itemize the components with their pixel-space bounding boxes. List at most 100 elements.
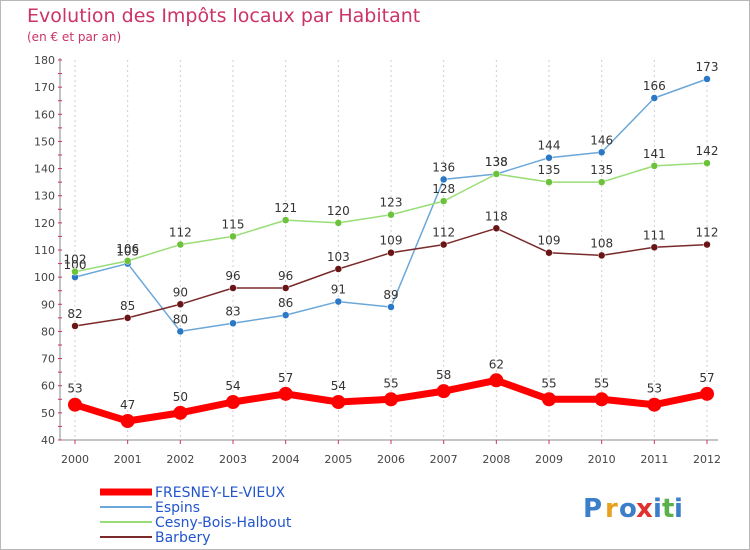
data-label: 55	[383, 376, 398, 390]
data-label: 121	[274, 201, 297, 215]
data-label: 128	[432, 182, 455, 196]
data-point	[439, 197, 448, 205]
data-point	[334, 265, 343, 273]
data-label: 62	[489, 357, 504, 371]
x-tick-label: 2003	[219, 453, 247, 466]
data-point	[647, 397, 662, 412]
data-point	[334, 219, 343, 227]
data-label: 89	[383, 288, 398, 302]
data-point	[281, 216, 290, 224]
legend-label: Barbery	[155, 530, 210, 546]
y-tick-label: 100	[34, 271, 55, 284]
data-label: 120	[327, 204, 350, 218]
logo-letter: P	[583, 494, 602, 524]
data-label: 123	[380, 196, 403, 210]
data-label: 80	[173, 312, 188, 326]
data-label: 54	[225, 379, 240, 393]
data-point	[123, 257, 132, 265]
data-label: 112	[696, 226, 719, 240]
data-point	[384, 392, 398, 407]
axes: 40 50 60 70 80 90 100 110 120 130 140 150 160 170 180 2…	[34, 54, 721, 466]
data-label: 138	[485, 155, 508, 169]
data-point	[176, 300, 185, 309]
data-point	[650, 243, 659, 252]
chart-subtitle: (en € et par an)	[27, 30, 122, 44]
data-point	[597, 251, 606, 260]
data-point	[542, 392, 556, 407]
legend-label: FRESNEY-LE-VIEUX	[155, 485, 285, 501]
data-point	[489, 373, 504, 388]
data-point	[334, 297, 343, 306]
x-tick-label: 2006	[377, 453, 405, 466]
x-tick-label: 2002	[166, 453, 194, 466]
y-tick-label: 180	[34, 54, 55, 67]
logo-letter: t	[662, 494, 674, 524]
y-tick-label: 90	[41, 298, 55, 311]
y-tick-label: 70	[41, 353, 55, 366]
data-point	[545, 248, 553, 257]
series-layer: 100 105 80 83 86 91 89 136 138 144 146 166 173 102 106…	[64, 60, 719, 428]
y-tick-label: 160	[34, 108, 55, 121]
data-label: 102	[64, 253, 87, 267]
data-label: 50	[173, 390, 188, 404]
x-tick-label: 2001	[114, 453, 142, 466]
data-point	[387, 303, 395, 311]
y-tick-label: 60	[41, 380, 55, 393]
legend-label: Cesny-Bois-Halbout	[155, 515, 292, 531]
logo-letter: o	[619, 494, 637, 524]
x-tick-label: 2004	[272, 453, 300, 466]
data-label: 112	[432, 226, 455, 240]
data-point	[71, 267, 79, 276]
logo-letter: i	[653, 494, 662, 524]
data-label: 105	[116, 245, 139, 259]
data-point	[439, 240, 448, 249]
data-label: 142	[696, 144, 719, 158]
data-label: 108	[590, 236, 613, 250]
data-point	[331, 395, 346, 409]
data-label: 136	[432, 160, 455, 174]
data-point	[278, 386, 293, 401]
data-label: 57	[278, 371, 293, 385]
data-label: 91	[331, 283, 346, 297]
data-point	[176, 327, 185, 336]
x-tick-label: 2011	[640, 453, 668, 466]
legend-label: Espins	[155, 500, 200, 516]
y-tick-label: 130	[34, 190, 55, 203]
data-point	[68, 397, 82, 412]
data-label: 109	[538, 234, 561, 248]
data-point	[229, 319, 237, 328]
data-label: 55	[594, 376, 609, 390]
x-tick-label: 2012	[693, 453, 721, 466]
data-point	[703, 159, 711, 167]
data-label: 53	[67, 382, 82, 396]
data-point	[650, 94, 659, 102]
y-tick-label: 110	[34, 244, 55, 257]
data-label: 138	[485, 155, 508, 169]
data-point	[176, 240, 185, 249]
logo-letter: x	[636, 494, 653, 524]
data-label: 53	[647, 382, 662, 396]
data-point	[594, 392, 609, 407]
data-label: 100	[64, 258, 87, 272]
y-tick-label: 80	[41, 325, 55, 338]
data-point	[387, 248, 395, 257]
data-point	[597, 178, 606, 186]
data-label: 96	[225, 269, 240, 283]
data-label: 55	[541, 376, 556, 390]
chart-title: Evolution des Impôts locaux par Habitant	[27, 5, 421, 27]
x-tick-label: 2000	[61, 453, 89, 466]
data-label: 146	[590, 133, 613, 147]
data-point	[436, 384, 451, 399]
y-tick-label: 40	[41, 434, 55, 447]
y-tick-label: 120	[34, 217, 55, 230]
data-point	[387, 210, 395, 219]
data-point	[545, 153, 553, 162]
data-point	[226, 395, 240, 409]
data-point	[703, 240, 711, 249]
data-label: 166	[643, 79, 666, 93]
data-label: 144	[538, 139, 561, 153]
x-tick-label: 2005	[324, 453, 352, 466]
data-label: 141	[643, 147, 666, 161]
